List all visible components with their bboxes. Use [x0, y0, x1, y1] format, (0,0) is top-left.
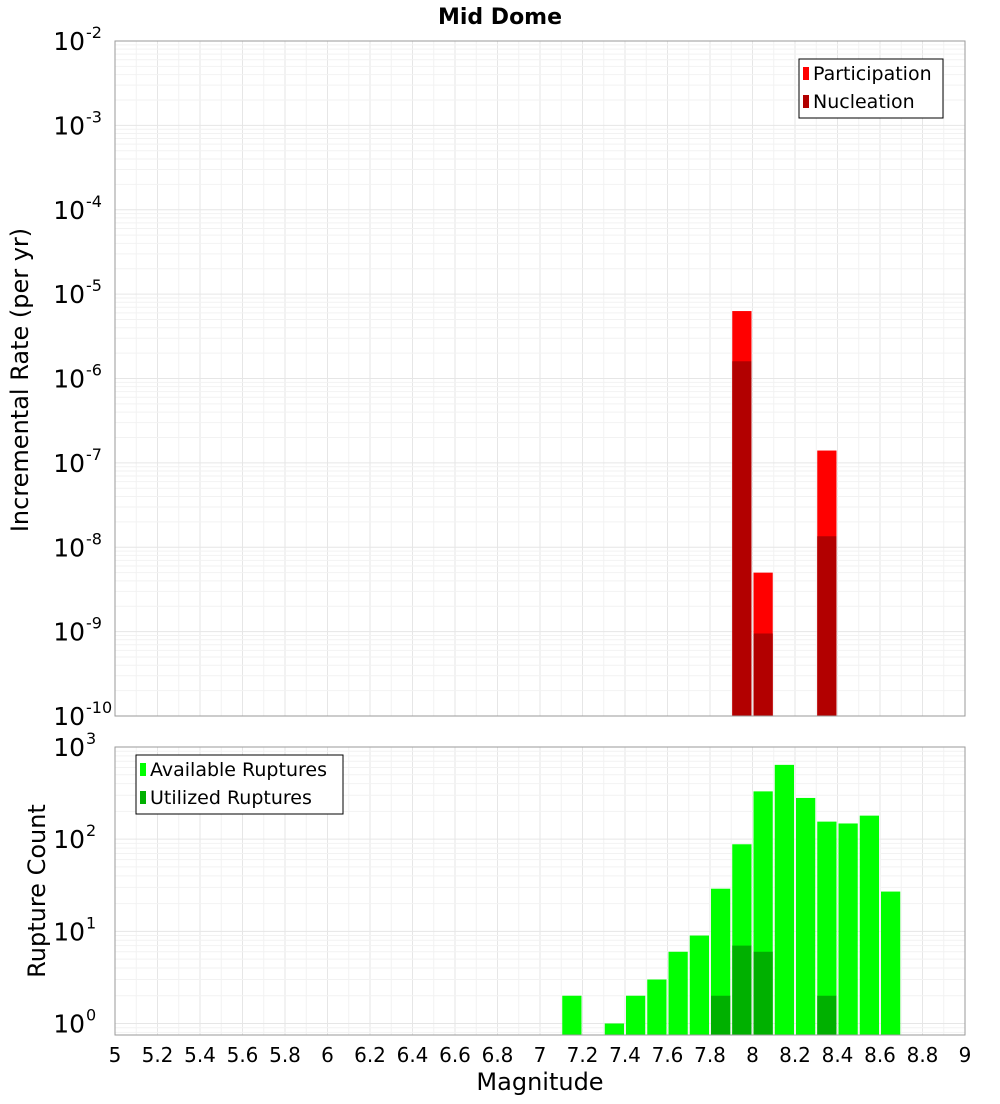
count-bar-0 [774, 764, 794, 1035]
x-tick-labels: 5 5.2 5.4 5.6 5.8 6 6.2 6.4 6.6 6.8 7 7.2 7.4 7.6 7.8 8… [109, 1043, 972, 1067]
y-tick-exponent: -4 [86, 192, 102, 211]
legend-available-label: Available Ruptures [150, 759, 327, 781]
count-bar-0 [647, 979, 667, 1035]
legend-nucleation-swatch [803, 95, 809, 108]
top-legend: Participation Nucleation [798, 58, 944, 119]
rate-bar-1 [817, 536, 837, 716]
x-tick-label: 5.4 [184, 1043, 216, 1067]
count-bar-0 [796, 797, 816, 1035]
y-tick-exponent: 2 [86, 821, 96, 840]
top-gridlines [115, 41, 965, 716]
x-tick-label: 6.2 [354, 1043, 386, 1067]
count-bar-1 [711, 995, 731, 1035]
count-bar-0 [668, 951, 688, 1035]
chart-title: Mid Dome [438, 5, 562, 30]
bottom-bars [562, 764, 901, 1035]
y-tick-label: 10 [53, 702, 85, 731]
legend-utilized-swatch [140, 791, 146, 804]
y-tick-exponent: -7 [86, 445, 102, 464]
count-bar-0 [817, 821, 837, 1035]
y-tick-exponent: 1 [86, 913, 96, 932]
y-tick-label: 10 [53, 280, 85, 309]
legend-participation-swatch [803, 67, 809, 80]
x-tick-label: 8.2 [779, 1043, 811, 1067]
x-tick-label: 7.8 [694, 1043, 726, 1067]
top-bars [732, 311, 837, 716]
count-bar-0 [881, 891, 901, 1035]
bottom-plot-frame [114, 746, 966, 1036]
count-bar-1 [753, 951, 773, 1035]
y-tick-label: 10 [53, 449, 85, 478]
x-tick-label: 6.6 [439, 1043, 471, 1067]
top-y-axis-label: Incremental Rate (per yr) [6, 228, 34, 532]
x-tick-label: 8.8 [907, 1043, 939, 1067]
bottom-y-axis-label: Rupture Count [23, 804, 51, 978]
y-tick-label: 10 [53, 533, 85, 562]
y-tick-exponent: -3 [86, 107, 102, 126]
bottom-legend-box [135, 754, 344, 815]
y-tick-exponent: 3 [86, 729, 96, 748]
bottom-legend: Available Ruptures Utilized Ruptures [135, 754, 344, 815]
count-bar-0 [562, 995, 582, 1035]
x-tick-label: 6.8 [482, 1043, 514, 1067]
y-tick-label: 10 [53, 111, 85, 140]
x-axis-label: Magnitude [476, 1068, 603, 1096]
rate-bar-1 [753, 633, 773, 716]
count-bar-0 [604, 1023, 624, 1035]
x-tick-label: 7.2 [567, 1043, 599, 1067]
y-tick-label: 10 [53, 1009, 85, 1038]
legend-participation-label: Participation [813, 63, 932, 85]
x-tick-label: 5.6 [227, 1043, 259, 1067]
x-tick-label: 8.4 [822, 1043, 854, 1067]
y-tick-exponent: -9 [86, 614, 102, 633]
x-tick-label: 9 [959, 1043, 972, 1067]
x-tick-label: 5.8 [269, 1043, 301, 1067]
y-tick-label: 10 [53, 733, 85, 762]
y-tick-exponent: -5 [86, 276, 102, 295]
y-tick-exponent: 0 [86, 1005, 96, 1024]
count-bar-1 [817, 995, 837, 1035]
x-tick-label: 5 [109, 1043, 122, 1067]
x-tick-label: 6.4 [397, 1043, 429, 1067]
y-tick-exponent: -8 [86, 529, 102, 548]
x-tick-label: 8 [746, 1043, 759, 1067]
legend-available-swatch [140, 763, 146, 776]
y-tick-exponent: -10 [86, 698, 112, 717]
x-tick-label: 5.2 [142, 1043, 174, 1067]
x-tick-label: 7.6 [652, 1043, 684, 1067]
x-tick-label: 6 [321, 1043, 334, 1067]
count-bar-0 [838, 823, 858, 1035]
count-bar-1 [732, 945, 752, 1035]
legend-utilized-label: Utilized Ruptures [150, 787, 312, 809]
y-tick-exponent: -6 [86, 361, 102, 380]
x-tick-label: 7 [534, 1043, 547, 1067]
y-tick-label: 10 [53, 365, 85, 394]
top-panel: 10-210-310-410-510-610-710-810-910-10 In… [6, 23, 966, 731]
count-bar-0 [689, 935, 709, 1035]
count-bar-0 [626, 995, 646, 1035]
y-tick-label: 10 [53, 27, 85, 56]
x-tick-label: 8.6 [864, 1043, 896, 1067]
y-tick-label: 10 [53, 196, 85, 225]
top-y-tick-labels: 10-210-310-410-510-610-710-810-910-10 [53, 23, 112, 731]
rate-bar-1 [732, 361, 752, 716]
y-tick-label: 10 [53, 618, 85, 647]
legend-nucleation-label: Nucleation [813, 91, 915, 113]
y-tick-label: 10 [53, 825, 85, 854]
top-legend-box [798, 58, 944, 119]
y-tick-exponent: -2 [86, 23, 102, 42]
top-plot-frame [114, 40, 966, 717]
y-tick-label: 10 [53, 917, 85, 946]
count-bar-0 [859, 815, 879, 1035]
x-tick-label: 7.4 [609, 1043, 641, 1067]
